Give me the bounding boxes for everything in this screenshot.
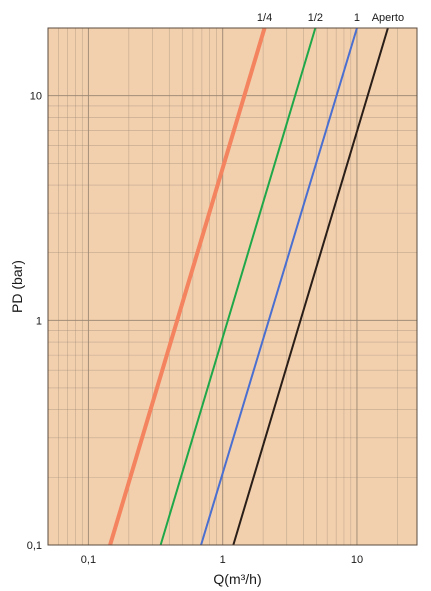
plot-frame bbox=[47, 27, 418, 546]
y-tick-label: 0,1 bbox=[27, 540, 42, 552]
series-label-4: Aperto bbox=[372, 12, 404, 24]
series-label-3: 1 bbox=[354, 12, 360, 24]
plot-background bbox=[48, 28, 417, 545]
y-axis-label: PD (bar) bbox=[9, 260, 25, 313]
y-tick-label: 1 bbox=[36, 315, 42, 327]
x-tick-label: 0,1 bbox=[81, 554, 96, 566]
x-axis-label: Q(m³/h) bbox=[213, 571, 261, 587]
series-line-3 bbox=[200, 27, 358, 546]
y-tick-label: 10 bbox=[30, 91, 42, 103]
grid bbox=[47, 27, 417, 546]
series-labels: 1/4 1/2 1 Aperto bbox=[257, 12, 404, 24]
x-tick-label: 10 bbox=[351, 554, 363, 566]
series-line-2 bbox=[159, 27, 317, 546]
x-tick-label: 1 bbox=[220, 554, 226, 566]
series-line-1 bbox=[108, 27, 267, 546]
series-lines bbox=[108, 27, 389, 546]
tick-labels: 0,1 1 10 0,1 1 10 bbox=[27, 91, 363, 566]
series-label-1: 1/4 bbox=[257, 12, 272, 24]
series-label-2: 1/2 bbox=[308, 12, 323, 24]
series-line-4 bbox=[232, 27, 389, 546]
